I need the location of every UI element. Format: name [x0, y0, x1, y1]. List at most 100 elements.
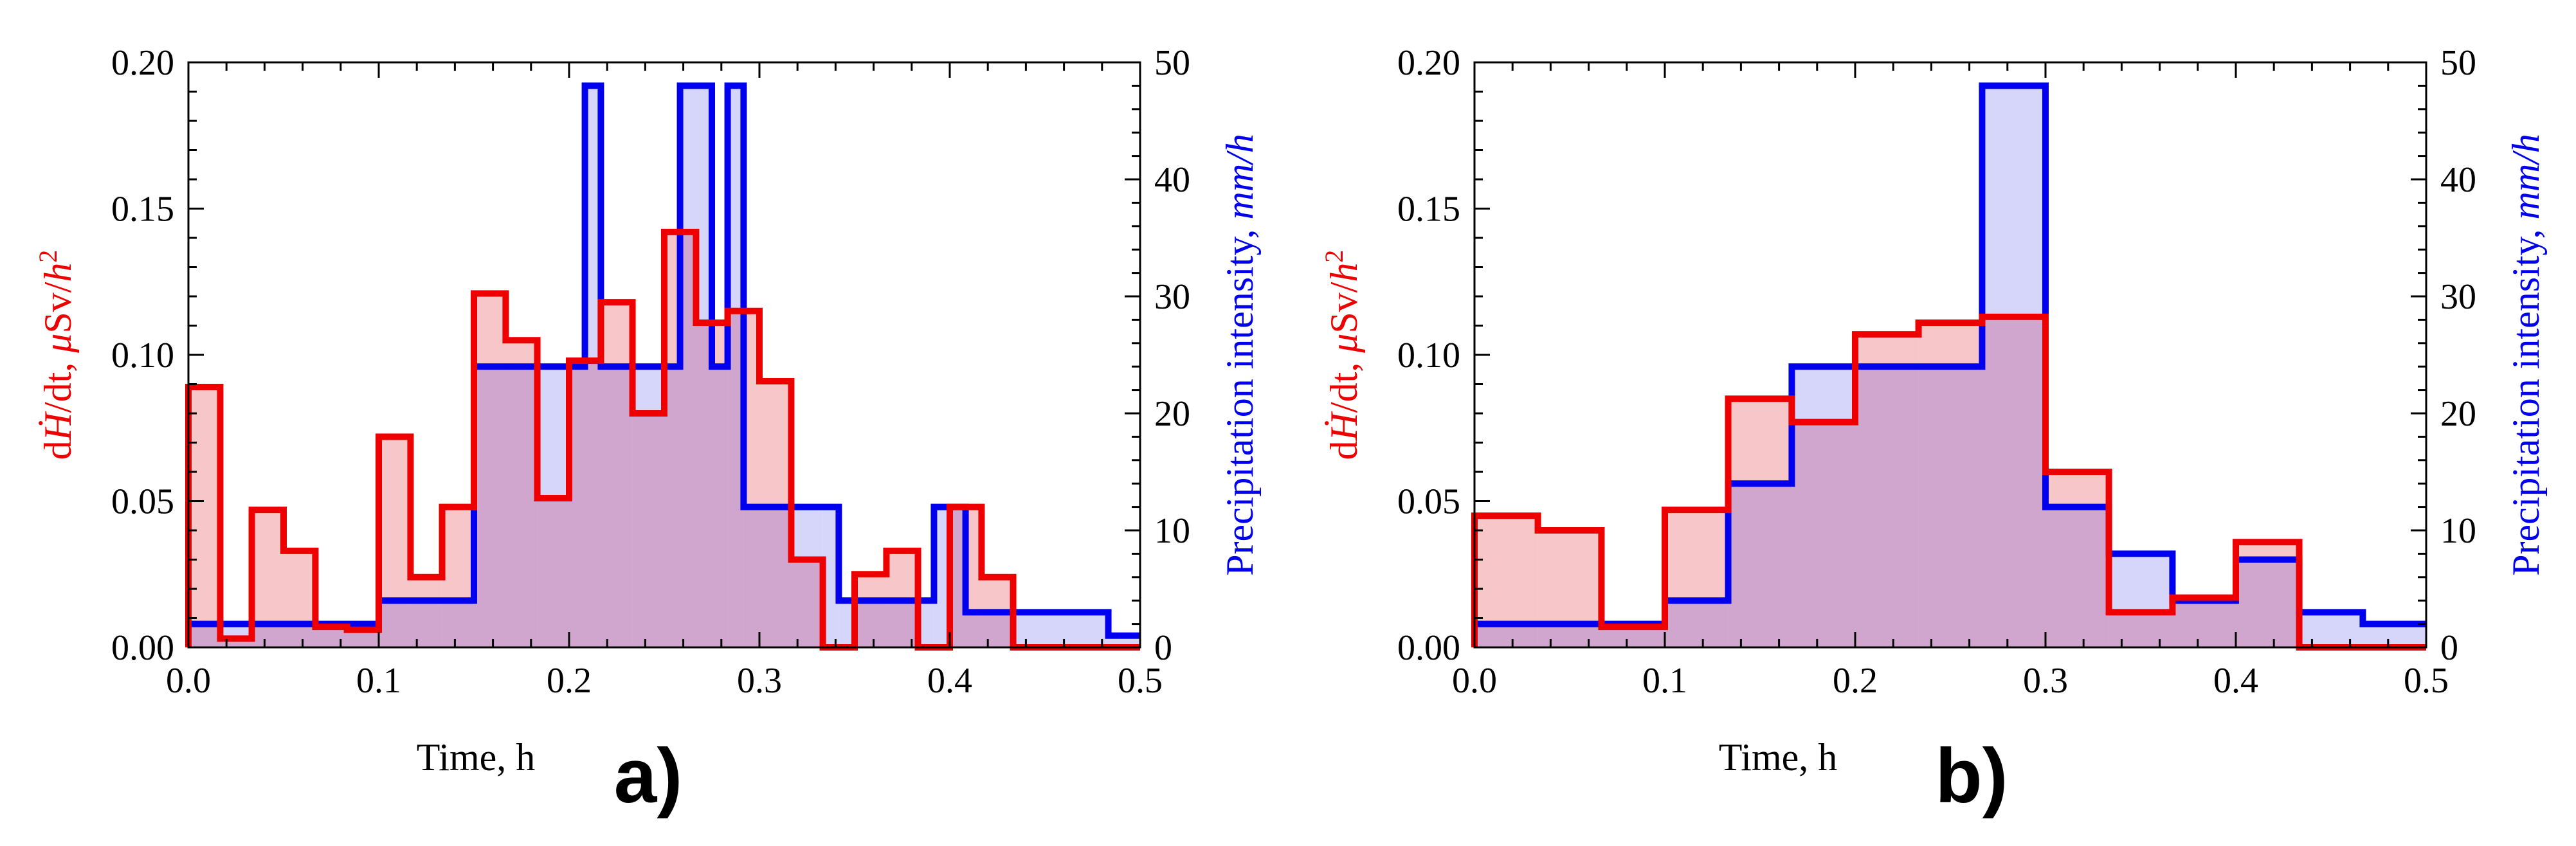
- y-right-tick-label: 40: [2440, 160, 2476, 200]
- overlap-bar-10: [505, 366, 538, 647]
- y-right-tick-label: 0: [1154, 628, 1172, 668]
- y-right-tick-label: 40: [1154, 160, 1190, 200]
- y-left-axis-label: dḢ/dt, μSv/h2: [33, 250, 79, 460]
- x-tick-label: 0.2: [547, 661, 592, 701]
- y-left-label-exp: 2: [1320, 250, 1348, 263]
- y-left-tick-label: 0.05: [1397, 482, 1460, 522]
- x-tick-label: 0.0: [166, 661, 211, 701]
- x-tick-label: 0.3: [2023, 661, 2068, 701]
- precip-bar-13: [2299, 612, 2363, 647]
- y-left-label-mu: μ: [1323, 334, 1365, 354]
- y-left-tick-label: 0.00: [1397, 628, 1460, 668]
- overlap-bar-15: [632, 413, 664, 647]
- x-tick-label: 0.0: [1452, 661, 1497, 701]
- overlap-bar-2: [251, 624, 284, 647]
- overlap-bar-9: [474, 366, 506, 647]
- y-left-label-hdot: Ḣ: [37, 410, 79, 441]
- y-left-label-h: h: [37, 263, 79, 282]
- dose-bar-0: [188, 387, 221, 647]
- y-right-label-unit: mm/h: [2505, 134, 2547, 219]
- y-left-label-h: h: [1323, 263, 1365, 282]
- y-right-tick-label: 20: [2440, 394, 2476, 434]
- y-left-axis-label: dḢ/dt, μSv/h2: [1320, 250, 1365, 460]
- overlap-bar-0: [188, 624, 221, 647]
- y-left-label-hdot: Ḣ: [1323, 410, 1365, 441]
- overlap-bar-6: [1855, 366, 1919, 647]
- x-axis-label: Time, h: [417, 736, 536, 779]
- overlap-bar-1: [1537, 624, 1602, 647]
- precip-bar-14: [2363, 624, 2426, 647]
- y-left-label-dt: /dt,: [37, 353, 79, 413]
- overlap-bar-8: [442, 600, 474, 647]
- x-tick-label: 0.2: [1833, 661, 1878, 701]
- y-left-tick-label: 0.00: [111, 628, 174, 668]
- overlap-bar-4: [315, 627, 347, 647]
- overlap-bar-14: [601, 366, 633, 647]
- overlap-bar-2: [1601, 627, 1665, 647]
- y-left-label-exp: 2: [33, 250, 62, 263]
- overlap-bar-5: [1791, 422, 1855, 647]
- x-axis-label-text: Time, h: [417, 736, 536, 779]
- overlap-bar-7: [410, 600, 442, 647]
- y-left-label-d: d: [1323, 440, 1365, 460]
- overlap-bar-0: [1474, 624, 1538, 647]
- overlap-bar-32: [981, 612, 1013, 647]
- x-tick-label: 0.5: [2404, 661, 2449, 701]
- y-right-tick-label: 10: [2440, 511, 2476, 551]
- x-tick-label: 0.3: [737, 661, 782, 701]
- panel-label-text: b): [1935, 733, 2008, 819]
- y-right-tick-label: 50: [2440, 43, 2476, 83]
- y-left-label-unit: Sv/: [37, 282, 79, 333]
- y-right-axis-label: Precipitation intensity, mm/h: [2505, 134, 2547, 576]
- overlap-bar-19: [712, 366, 728, 647]
- chart-panel-a: 0.0 0.1 0.2 0.3 0.4 0.5 0.00 0.05 0.10 0.15 0.20 0 1…: [33, 43, 1261, 819]
- overlap-bar-26: [855, 600, 887, 647]
- y-right-label-text: Precipitation intensity,: [2505, 219, 2547, 575]
- x-tick-label: 0.5: [1118, 661, 1163, 701]
- precip-bar-35: [1076, 612, 1109, 647]
- y-right-tick-label: 10: [1154, 511, 1190, 551]
- dose-step-line: [1471, 313, 2426, 651]
- y-left-tick-label: 0.10: [1397, 336, 1460, 375]
- x-axis-label: Time, h: [1719, 736, 1838, 779]
- precip-bar-33: [1013, 612, 1045, 647]
- precip-bar-34: [1045, 612, 1077, 647]
- y-left-tick-label: 0.10: [111, 336, 174, 375]
- y-left-tick-label: 0.15: [1397, 190, 1460, 230]
- panel-label-b: b): [1935, 733, 2008, 819]
- overlap-bar-8: [1982, 316, 2045, 648]
- overlap-bar-21: [743, 507, 759, 647]
- overlap-bar-9: [2045, 507, 2109, 647]
- panel-label-text: a): [614, 733, 683, 819]
- y-right-tick-label: 20: [1154, 394, 1190, 434]
- overlap-bar-7: [1918, 366, 1982, 647]
- y-right-label-text: Precipitation intensity,: [1219, 219, 1261, 575]
- x-tick-label: 0.4: [927, 661, 972, 701]
- x-tick-label: 0.1: [356, 661, 401, 701]
- y-right-tick-label: 30: [2440, 277, 2476, 317]
- y-right-axis-label: Precipitation intensity, mm/h: [1219, 134, 1261, 576]
- x-axis-label-text: Time, h: [1719, 736, 1838, 779]
- y-left-tick-label: 0.20: [1397, 43, 1460, 83]
- y-left-label-unit: Sv/: [1323, 282, 1365, 333]
- y-left-label-mu: μ: [37, 334, 79, 354]
- panel-label-a: a): [614, 733, 683, 819]
- y-right-tick-label: 50: [1154, 43, 1190, 83]
- x-tick-label: 0.1: [1642, 661, 1687, 701]
- overlap-bar-11: [537, 498, 569, 647]
- overlap-bar-13: [585, 361, 601, 647]
- y-left-label-dt: /dt,: [1323, 353, 1365, 413]
- overlap-bar-31: [965, 612, 982, 647]
- overlap-bar-11: [2172, 600, 2236, 647]
- y-right-tick-label: 0: [2440, 628, 2458, 668]
- y-right-label-unit: mm/h: [1219, 134, 1261, 219]
- overlap-bar-18: [696, 322, 712, 647]
- overlap-bar-3: [1665, 600, 1728, 647]
- y-right-tick-label: 30: [1154, 277, 1190, 317]
- y-left-label-d: d: [37, 440, 79, 460]
- overlap-bar-23: [791, 559, 823, 647]
- x-tick-label: 0.4: [2213, 661, 2258, 701]
- y-left-tick-label: 0.05: [111, 482, 174, 522]
- overlap-bar-3: [284, 624, 316, 647]
